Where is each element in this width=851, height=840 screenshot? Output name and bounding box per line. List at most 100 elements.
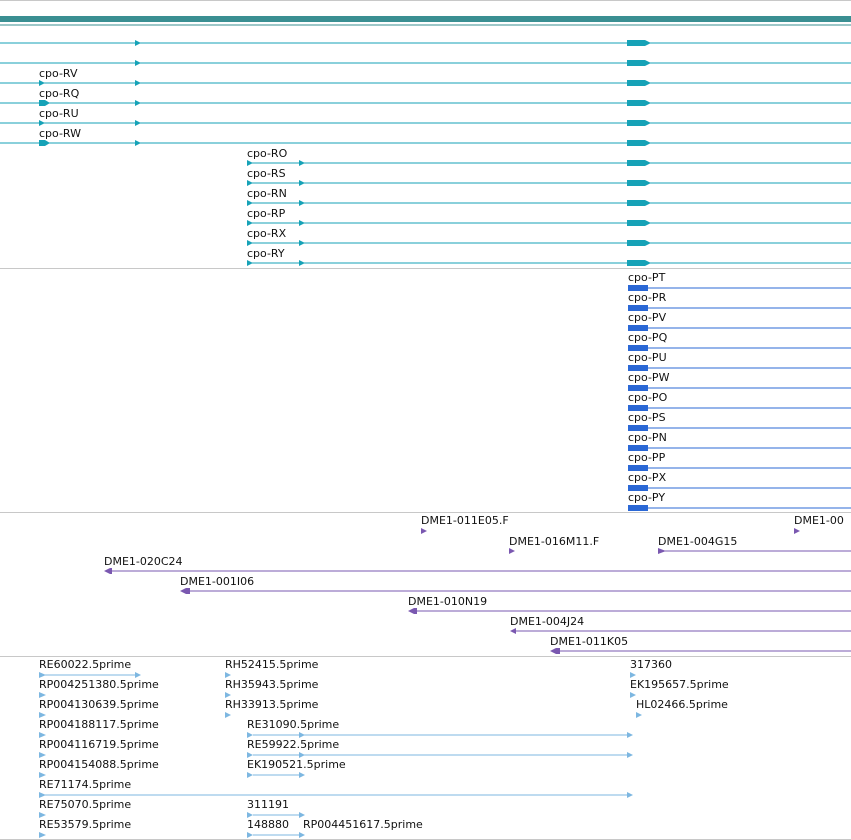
transcript-row[interactable] bbox=[0, 60, 851, 66]
est-feature[interactable]: RE31090.5prime bbox=[247, 718, 633, 738]
est-feature[interactable]: RH35943.5prime bbox=[225, 678, 319, 698]
est-feature[interactable]: RE60022.5prime bbox=[39, 658, 141, 678]
est-feature[interactable]: RP004130639.5prime bbox=[39, 698, 159, 718]
protein-row[interactable]: cpo-PQ bbox=[628, 331, 851, 351]
transcript-row[interactable]: cpo-RX bbox=[247, 227, 851, 246]
est-feature[interactable]: 148880 bbox=[247, 818, 305, 838]
est-label: RP004251380.5prime bbox=[39, 678, 159, 691]
est-label: RE31090.5prime bbox=[247, 718, 339, 731]
transcript-row[interactable]: cpo-RV bbox=[0, 67, 851, 86]
clone-label: DME1-011K05 bbox=[550, 635, 628, 648]
clone-feature[interactable]: DME1-016M11.F bbox=[509, 535, 599, 554]
est-feature[interactable]: 317360 bbox=[630, 658, 672, 678]
est-feature[interactable]: RE75070.5prime bbox=[39, 798, 131, 818]
transcript-row[interactable] bbox=[0, 40, 851, 46]
transcript-label: cpo-RU bbox=[39, 107, 79, 120]
protein-label: cpo-PW bbox=[628, 371, 670, 384]
est-label: 148880 bbox=[247, 818, 289, 831]
clone-feature[interactable]: DME1-011K05 bbox=[550, 635, 851, 654]
clone-label: DME1-001I06 bbox=[180, 575, 254, 588]
protein-row[interactable]: cpo-PR bbox=[628, 291, 851, 311]
protein-row[interactable]: cpo-PS bbox=[628, 411, 851, 431]
protein-row[interactable]: cpo-PN bbox=[628, 431, 851, 451]
est-feature[interactable]: RP004251380.5prime bbox=[39, 678, 159, 698]
transcript-label: cpo-RN bbox=[247, 187, 287, 200]
est-label: RE53579.5prime bbox=[39, 818, 131, 831]
transcript-row[interactable]: cpo-RS bbox=[247, 167, 851, 186]
transcript-row[interactable]: cpo-RQ bbox=[0, 87, 851, 106]
protein-track: cpo-PT cpo-PR cpo-PV cpo-PQ cpo-PU cpo-P… bbox=[628, 271, 851, 511]
clone-feature[interactable]: DME1-011E05.F bbox=[421, 514, 509, 534]
est-label: RP004451617.5prime bbox=[303, 818, 423, 831]
transcript-label: cpo-RX bbox=[247, 227, 287, 240]
clone-feature[interactable]: DME1-020C24 bbox=[104, 555, 851, 574]
protein-row[interactable]: cpo-PT bbox=[628, 271, 851, 291]
est-feature[interactable]: RP004154088.5prime bbox=[39, 758, 159, 778]
clone-feature[interactable]: DME1-010N19 bbox=[408, 595, 851, 614]
protein-label: cpo-PO bbox=[628, 391, 668, 404]
est-feature[interactable]: EK195657.5prime bbox=[630, 678, 729, 698]
est-label: RE60022.5prime bbox=[39, 658, 131, 671]
protein-row[interactable]: cpo-PY bbox=[628, 491, 851, 511]
protein-label: cpo-PX bbox=[628, 471, 667, 484]
protein-label: cpo-PT bbox=[628, 271, 666, 284]
transcript-label: cpo-RY bbox=[247, 247, 285, 260]
est-label: RH35943.5prime bbox=[225, 678, 319, 691]
est-label: 311191 bbox=[247, 798, 289, 811]
clone-label: DME1-004J24 bbox=[510, 615, 584, 628]
est-feature[interactable]: RP004188117.5prime bbox=[39, 718, 159, 738]
protein-row[interactable]: cpo-PW bbox=[628, 371, 851, 391]
transcript-label: cpo-RS bbox=[247, 167, 286, 180]
transcript-row[interactable]: cpo-RU bbox=[0, 107, 851, 126]
protein-row[interactable]: cpo-PP bbox=[628, 451, 851, 471]
est-label: RE75070.5prime bbox=[39, 798, 131, 811]
protein-label: cpo-PU bbox=[628, 351, 667, 364]
transcript-row[interactable]: cpo-RY bbox=[247, 247, 851, 266]
est-label: RP004116719.5prime bbox=[39, 738, 159, 751]
est-feature[interactable]: RP004451617.5prime bbox=[303, 818, 423, 831]
clone-label: DME1-004G15 bbox=[658, 535, 737, 548]
transcript-label: cpo-RO bbox=[247, 147, 288, 160]
protein-row[interactable]: cpo-PU bbox=[628, 351, 851, 371]
protein-row[interactable]: cpo-PV bbox=[628, 311, 851, 331]
protein-row[interactable]: cpo-PO bbox=[628, 391, 851, 411]
gene-span-bar[interactable] bbox=[0, 16, 851, 22]
protein-label: cpo-PQ bbox=[628, 331, 668, 344]
protein-row[interactable]: cpo-PX bbox=[628, 471, 851, 491]
est-label: RP004154088.5prime bbox=[39, 758, 159, 771]
transcript-row[interactable]: cpo-RW bbox=[0, 127, 851, 146]
protein-label: cpo-PS bbox=[628, 411, 666, 424]
transcript-label: cpo-RQ bbox=[39, 87, 80, 100]
est-feature[interactable]: EK190521.5prime bbox=[247, 758, 346, 778]
est-feature[interactable]: RH33913.5prime bbox=[225, 698, 319, 718]
est-feature[interactable]: HL02466.5prime bbox=[636, 698, 728, 718]
clone-label: DME1-020C24 bbox=[104, 555, 183, 568]
est-feature[interactable]: RE53579.5prime bbox=[39, 818, 131, 838]
clone-feature[interactable]: DME1-004J24 bbox=[510, 615, 851, 634]
transcript-row[interactable]: cpo-RO bbox=[247, 147, 851, 166]
clone-label: DME1-016M11.F bbox=[509, 535, 599, 548]
protein-label: cpo-PP bbox=[628, 451, 666, 464]
est-feature[interactable]: RP004116719.5prime bbox=[39, 738, 159, 758]
transcript-label: cpo-RP bbox=[247, 207, 286, 220]
clone-feature[interactable]: DME1-004G15 bbox=[658, 535, 851, 554]
est-label: RH52415.5prime bbox=[225, 658, 319, 671]
transcript-row[interactable]: cpo-RN bbox=[247, 187, 851, 206]
protein-label: cpo-PY bbox=[628, 491, 665, 504]
clone-label: DME1-010N19 bbox=[408, 595, 487, 608]
clone-label: DME1-011E05.F bbox=[421, 514, 509, 527]
clone-feature[interactable]: DME1-00 bbox=[794, 514, 844, 534]
protein-label: cpo-PN bbox=[628, 431, 667, 444]
est-feature[interactable]: RH52415.5prime bbox=[225, 658, 319, 678]
est-feature[interactable]: RE71174.5prime bbox=[39, 778, 633, 798]
clone-track: DME1-011E05.F DME1-00 DME1-016M11.F DME1… bbox=[104, 514, 851, 654]
transcript-row[interactable]: cpo-RP bbox=[247, 207, 851, 226]
est-feature[interactable]: RE59922.5prime bbox=[247, 738, 633, 758]
transcript-track: cpo-RV cpo-RQ cpo-RU cpo-RW bbox=[0, 40, 851, 266]
est-label: RE59922.5prime bbox=[247, 738, 339, 751]
protein-label: cpo-PR bbox=[628, 291, 667, 304]
est-label: RP004130639.5prime bbox=[39, 698, 159, 711]
est-feature[interactable]: 311191 bbox=[247, 798, 305, 818]
clone-feature[interactable]: DME1-001I06 bbox=[180, 575, 851, 594]
